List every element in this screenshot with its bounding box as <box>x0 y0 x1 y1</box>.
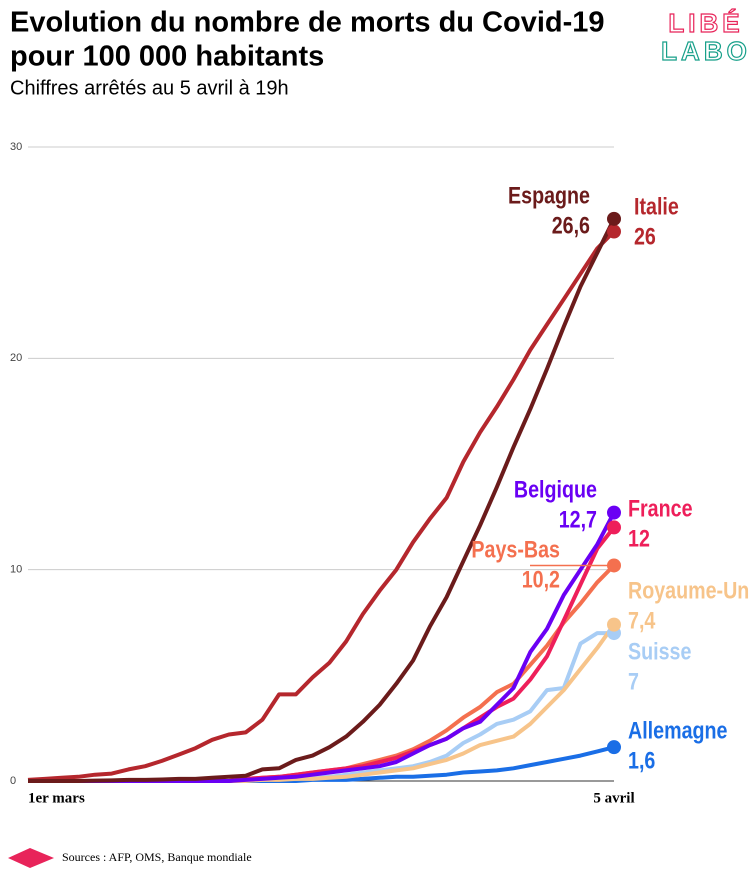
series-line <box>28 218 616 783</box>
y-tick-label: 30 <box>10 141 22 153</box>
value-label: 10,2 <box>522 565 560 592</box>
end-dot <box>607 520 621 535</box>
x-tick-label: 5 avril <box>593 790 634 806</box>
logo: LABO <box>661 36 750 66</box>
chart-subtitle: Chiffres arrêtés au 5 avril à 19h <box>10 77 289 99</box>
series-label: Suisse <box>628 637 691 664</box>
series-label: Belgique <box>514 475 597 502</box>
y-tick-label: 10 <box>10 564 22 576</box>
y-tick-label: 0 <box>10 775 16 787</box>
end-dot <box>607 740 621 755</box>
value-label: 12 <box>628 524 650 551</box>
end-dot <box>607 617 621 632</box>
logo: LIBÉ <box>668 8 743 38</box>
chart-title: pour 100 000 habitants <box>10 41 324 73</box>
series-line <box>28 563 616 783</box>
value-label: 7,4 <box>628 606 656 633</box>
value-label: 7 <box>628 667 639 694</box>
source: Sources : AFP, OMS, Banque mondiale <box>62 850 252 864</box>
series-label: Allemagne <box>628 716 727 743</box>
series-label: Royaume-Uni <box>628 576 750 603</box>
series-label: Espagne <box>508 181 590 208</box>
series-label: Pays-Bas <box>471 535 560 562</box>
value-label: 1,6 <box>628 746 655 773</box>
series-line <box>27 230 616 782</box>
x-tick-label: 1er mars <box>28 790 85 806</box>
end-dot <box>607 558 621 573</box>
end-dot <box>607 505 621 520</box>
value-label: 12,7 <box>559 505 597 532</box>
series-label: Italie <box>634 192 679 219</box>
series-line <box>28 623 616 783</box>
end-dot <box>607 224 621 239</box>
end-dot <box>607 211 621 226</box>
value-label: 26,6 <box>552 211 590 238</box>
chart-title: Evolution du nombre de morts du Covid-19 <box>10 7 605 39</box>
y-tick-label: 20 <box>10 352 22 364</box>
series-label: France <box>628 494 693 521</box>
source-icon <box>8 848 54 868</box>
value-label: 26 <box>634 222 656 249</box>
series-line <box>28 631 614 783</box>
